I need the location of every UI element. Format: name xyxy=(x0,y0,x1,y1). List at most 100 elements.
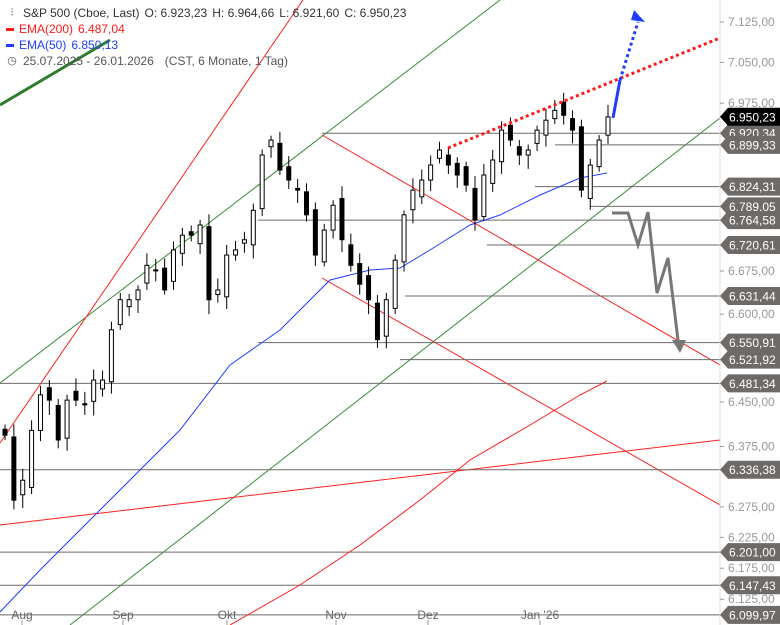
level-price-tag xyxy=(720,236,780,255)
x-tick-label: Jan '26 xyxy=(521,608,560,622)
candle-body xyxy=(73,390,79,401)
y-tick-label: 6.375,00 xyxy=(728,440,775,454)
y-tick-label: 6.225,00 xyxy=(728,530,775,544)
level-price-tag xyxy=(720,576,780,595)
candle-body xyxy=(490,159,496,184)
candle-body xyxy=(11,436,17,501)
y-tick-label: 6.275,00 xyxy=(728,500,775,514)
candle-body xyxy=(162,267,168,291)
candle-body xyxy=(374,302,380,341)
level-price-label: 6.201,00 xyxy=(729,546,776,560)
candle-body xyxy=(339,198,345,241)
bullish-projection-dotted xyxy=(618,21,640,81)
candle-body xyxy=(46,387,52,401)
ema50-value: 6.850,13 xyxy=(71,38,119,52)
candle-body xyxy=(570,118,576,131)
candle-body xyxy=(55,404,61,441)
candle-body xyxy=(64,399,70,439)
candle-body xyxy=(543,119,549,136)
level-price-label: 6.147,43 xyxy=(729,579,776,593)
y-tick-label: 6.175,00 xyxy=(728,561,775,575)
candle-body xyxy=(144,264,150,284)
candle-body xyxy=(392,259,398,309)
level-price-tag xyxy=(720,197,780,216)
candle-body xyxy=(437,149,443,159)
upper-channel-line xyxy=(0,0,501,384)
resistance-dotted-line xyxy=(447,36,720,150)
candle-body xyxy=(357,263,363,285)
candle-body xyxy=(286,166,292,181)
descending-channel-lower xyxy=(321,277,720,506)
candle-body xyxy=(241,239,247,244)
candle-body xyxy=(516,146,522,156)
candle-body xyxy=(100,379,106,390)
candle-body xyxy=(587,164,593,200)
level-price-label: 6.481,34 xyxy=(729,377,776,391)
candle-body xyxy=(259,154,265,210)
legend: ⫶ S&P 500 (Cboe, Last) O: 6.923,23 H: 6.… xyxy=(6,5,406,69)
candle-body xyxy=(596,139,602,168)
bearish-projection-path xyxy=(612,211,680,341)
level-price-label: 6.899,33 xyxy=(729,138,776,152)
y-tick-label: 6.675,00 xyxy=(728,264,775,278)
arrow-down-icon xyxy=(672,340,686,353)
candle-body xyxy=(454,162,460,176)
candle-body xyxy=(499,129,505,163)
last-price-label: 6.950,23 xyxy=(729,110,776,124)
candle-body xyxy=(2,428,8,436)
candle-body xyxy=(419,179,425,198)
level-price-label: 6.764,58 xyxy=(729,214,776,228)
x-tick-label: Okt xyxy=(218,608,237,622)
x-tick-label: Aug xyxy=(11,608,32,622)
candle-body xyxy=(312,209,318,256)
candle-body xyxy=(108,329,114,383)
close-value: C: 6.950,23 xyxy=(344,6,407,20)
level-price-label: 6.789,05 xyxy=(729,200,776,214)
candle-body xyxy=(197,224,203,245)
candle-body xyxy=(472,187,478,221)
level-price-label: 6.550,91 xyxy=(729,336,776,350)
candle-body xyxy=(578,126,584,191)
ema50-line xyxy=(0,172,608,613)
long-support-line xyxy=(0,439,720,526)
candle-body xyxy=(445,154,451,166)
symbol-title: S&P 500 (Cboe, Last) xyxy=(23,6,140,20)
clock-icon: ◷ xyxy=(7,55,17,67)
level-price-tag xyxy=(720,333,780,352)
lower-channel-line xyxy=(69,117,720,625)
level-price-tag xyxy=(720,460,780,479)
level-price-label: 6.336,38 xyxy=(729,463,776,477)
level-price-label: 6.631,44 xyxy=(729,290,776,304)
candle-body xyxy=(215,289,221,296)
date-range: 25.07.2025 - 26.01.2026 xyxy=(23,54,154,68)
ema200-value: 6.487,04 xyxy=(78,22,125,36)
descending-channel-upper xyxy=(321,134,720,366)
candle-body xyxy=(188,231,194,236)
candle-body xyxy=(321,229,327,263)
candle-body xyxy=(20,479,26,496)
arrow-up-icon xyxy=(631,10,645,22)
candle-body xyxy=(552,109,558,120)
high-value: H: 6.964,66 xyxy=(212,6,275,20)
candle-body xyxy=(428,164,434,181)
candle-body xyxy=(29,429,35,488)
candle-body xyxy=(179,234,185,254)
candle-body xyxy=(401,214,407,263)
candlestick-icon: ⫶ xyxy=(10,7,14,19)
last-price-tag xyxy=(720,107,780,126)
candle-body xyxy=(561,101,567,116)
low-value: L: 6.921,60 xyxy=(279,6,340,20)
candle-body xyxy=(383,299,389,337)
y-tick-label: 7.050,00 xyxy=(728,55,775,69)
candle-body xyxy=(463,166,469,186)
candle-body xyxy=(250,209,256,246)
bullish-projection-solid xyxy=(611,79,622,119)
candle-body xyxy=(153,269,159,272)
level-price-tag xyxy=(720,374,780,393)
ema200-label: EMA(200) xyxy=(19,22,74,36)
ema200-line xyxy=(229,380,608,625)
candle-body xyxy=(135,289,141,301)
level-price-tag xyxy=(720,605,780,624)
